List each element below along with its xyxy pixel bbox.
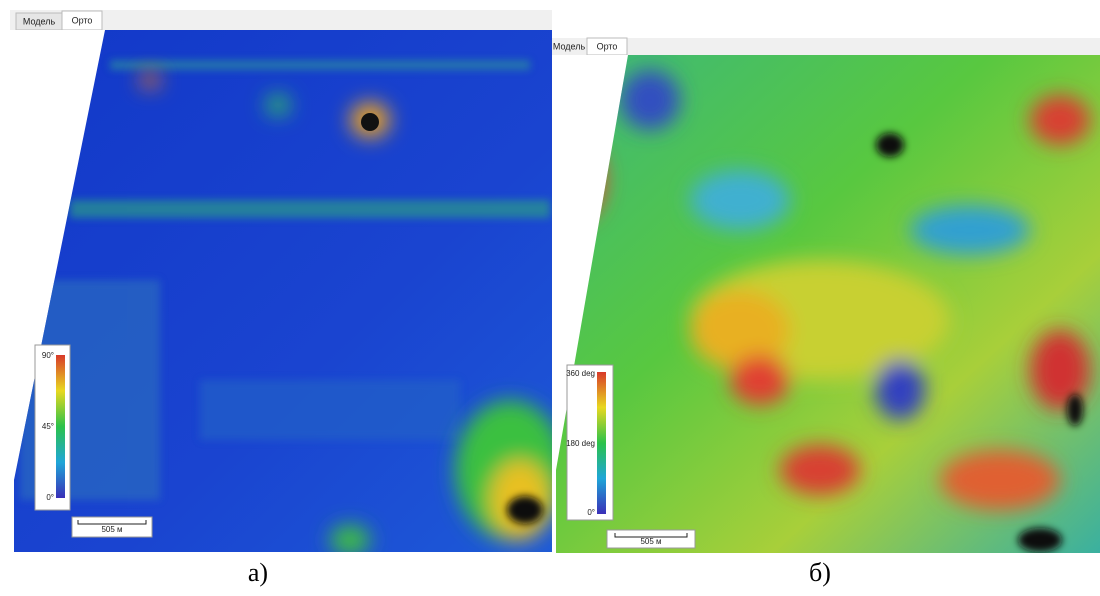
legend-label: 45°	[42, 422, 54, 431]
tab-bar	[552, 38, 1100, 55]
tab-label: Орто	[597, 41, 618, 51]
legend-colorbar	[597, 372, 606, 514]
tab-label: Модель	[553, 41, 586, 51]
legend-label: 0°	[587, 508, 595, 517]
map-raster	[552, 55, 1100, 553]
legend-label: 180 deg	[566, 439, 595, 448]
scale-label: 505 м	[101, 525, 122, 534]
legend-label: 360 deg	[566, 369, 595, 378]
caption: б)	[809, 558, 831, 587]
scale-label: 505 м	[640, 537, 661, 546]
legend-colorbar	[56, 355, 65, 498]
tab-label: Модель	[23, 16, 56, 26]
figure: Модель Орто 90° 45°	[0, 0, 1100, 591]
caption: а)	[248, 558, 268, 587]
panel-a: Модель Орто 90° 45°	[10, 10, 565, 555]
panel-b: Модель Орто	[552, 38, 1100, 553]
legend-label: 0°	[46, 493, 54, 502]
map-raster	[10, 30, 565, 555]
tab-label: Орто	[72, 15, 93, 25]
legend-label: 90°	[42, 351, 54, 360]
